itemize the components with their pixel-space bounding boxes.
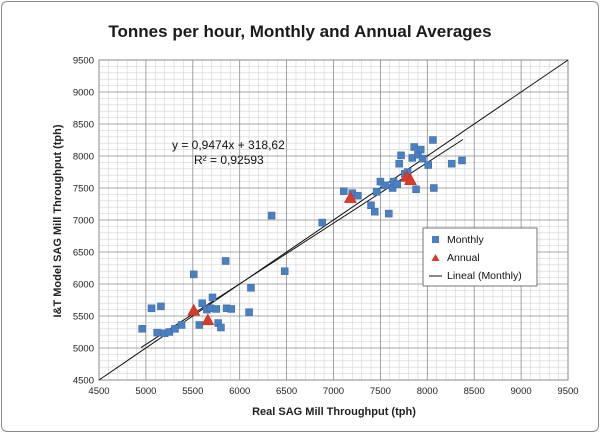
legend-monthly: Monthly [447,234,485,246]
x-axis-ticks: 4500 5000 5500 6000 6500 7000 7500 8000 8500 9000… [88,386,578,397]
y-tick-label: 7500 [73,184,94,195]
monthly-point [247,284,255,292]
x-tick-label: 9000 [511,386,532,397]
x-axis-label: Real SAG Mill Throughput (tph) [252,406,416,418]
x-tick-label: 8000 [417,386,438,397]
monthly-point [367,201,375,210]
x-tick-label: 9500 [557,386,578,397]
monthly-point [189,270,198,279]
monthly-point [318,218,326,227]
annual-point [201,313,215,326]
monthly-point [393,180,402,188]
monthly-point [147,304,156,313]
monthly-point [372,188,381,196]
y-tick-label: 9500 [73,56,94,67]
x-tick-label: 6500 [276,386,297,397]
series-annual [187,169,417,326]
y-tick-label: 6000 [73,280,94,291]
y-tick-label: 4500 [73,376,94,387]
annual-point [187,303,201,316]
monthly-point [221,257,230,265]
legend-monthly-marker [432,236,439,243]
monthly-point [245,308,253,316]
monthly-point [227,305,236,313]
monthly-point [424,161,432,169]
monthly-point [376,177,385,186]
legend: Monthly Annual Lineal (Monthly) [422,227,538,287]
monthly-point [177,321,186,329]
x-tick-label: 7000 [323,386,344,397]
y-axis-label: I&T Model SAG Mill Throughput (tph) [52,124,64,317]
y-axis-ticks: 4500 5000 5500 6000 6500 7000 7500 8000 8500 9000… [73,56,94,387]
monthly-point [371,207,379,216]
chart-title: Tonnes per hour, Monthly and Annual Aver… [108,22,491,41]
x-tick-label: 6000 [229,386,250,397]
y-tick-label: 5500 [73,312,94,323]
monthly-point [157,302,165,311]
monthly-point [412,185,420,194]
monthly-point [458,156,466,165]
annual-point [403,173,417,185]
y-tick-label: 7000 [73,216,94,227]
x-tick-label: 4500 [88,386,109,397]
monthly-point [385,209,393,218]
monthly-point [340,187,348,195]
monthly-point [447,159,456,168]
x-tick-label: 7500 [370,386,391,397]
y-tick-label: 6500 [73,248,94,259]
monthly-point [397,151,405,160]
monthly-point [280,267,289,275]
x-tick-label: 5500 [182,386,203,397]
monthly-point [212,305,220,313]
annual-point [343,191,357,203]
y-tick-label: 8500 [73,120,94,131]
legend-trendline: Lineal (Monthly) [447,270,522,282]
monthly-point [410,143,418,151]
r-squared-label: R² = 0,92593 [194,153,264,167]
x-tick-label: 5000 [135,386,156,397]
x-tick-label: 8500 [464,386,485,397]
monthly-point [153,328,161,337]
monthly-point [138,325,146,333]
y-tick-label: 8000 [73,152,94,163]
legend-annual: Annual [447,252,480,264]
monthly-point [418,154,427,163]
monthly-point [416,145,425,154]
monthly-point [395,159,403,168]
monthly-point [217,323,225,332]
monthly-point [429,136,437,144]
monthly-point [381,181,389,190]
monthly-point [267,211,276,220]
y-tick-label: 9000 [73,88,94,99]
legend-annual-marker [431,254,440,261]
monthly-point [198,299,206,307]
monthly-point [354,191,362,200]
trendline-equation: y = 0,9474x + 318,62 [172,138,285,152]
monthly-point [208,293,217,302]
monthly-point [171,325,179,333]
y-tick-label: 5000 [73,344,94,355]
monthly-point [430,184,438,192]
